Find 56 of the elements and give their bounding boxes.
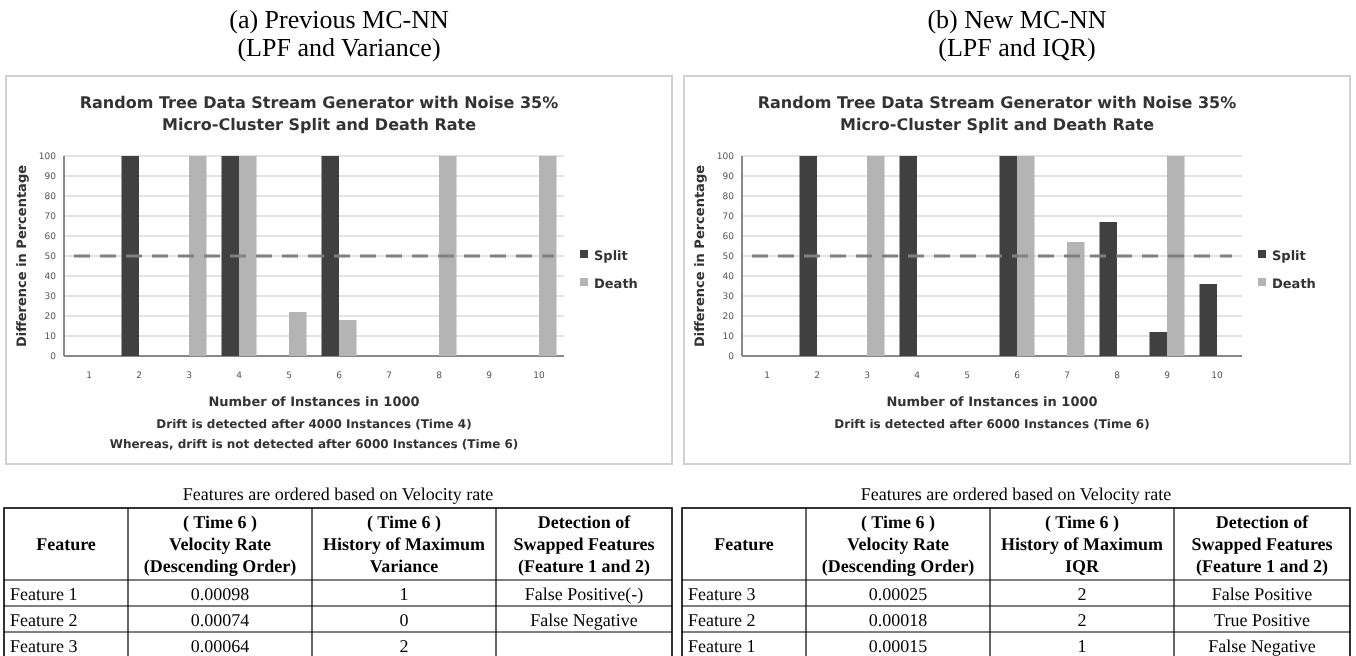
- bar: [339, 320, 357, 356]
- text: Feature 3: [10, 636, 78, 656]
- text: 0.00025: [868, 584, 928, 604]
- text: False Positive: [1211, 584, 1313, 604]
- text: Feature 1: [10, 584, 78, 604]
- text: 0.00018: [868, 610, 928, 630]
- text: 0.00074: [190, 610, 250, 630]
- category-label: Feature: [36, 534, 96, 554]
- text: 1: [1077, 636, 1087, 656]
- bar: [239, 156, 257, 356]
- category-label: ( Time 6 ) Velocity Rate (Descending Order): [821, 512, 975, 576]
- category-label: Detection of Swapped Features (Feature 1 and 2): [1191, 512, 1334, 576]
- bar: [321, 156, 339, 356]
- category-label: ( Time 6 ) History of Maximum IQR: [1001, 512, 1164, 576]
- text: Features are ordered based on Velocity rate: [182, 484, 494, 504]
- bar: [1067, 242, 1085, 356]
- text: 0.00064: [190, 636, 250, 656]
- text: False Negative: [530, 610, 638, 630]
- chart-subtitle: (a) Previous MC-NN (LPF and Variance): [229, 4, 450, 62]
- text: 1: [399, 584, 409, 604]
- bar: [121, 156, 139, 356]
- bar: [999, 156, 1017, 356]
- bar: [439, 156, 457, 356]
- text: False Positive(-): [524, 584, 644, 604]
- text: False Negative: [1208, 636, 1316, 656]
- category-label: ( Time 6 ) Velocity Rate (Descending Order): [143, 512, 297, 576]
- chart-title: Random Tree Data Stream Generator with Noise 35% Micro-Cluster Split and Death Rate: [757, 94, 1237, 134]
- bar: [1099, 222, 1117, 356]
- chart-subtitle: (b) New MC-NN (LPF and IQR): [927, 4, 1108, 62]
- bar: [289, 312, 307, 356]
- bar: [1017, 156, 1035, 356]
- bar: [1149, 332, 1167, 356]
- text: 2: [1077, 584, 1087, 604]
- text: True Positive: [1214, 610, 1310, 630]
- text: Feature 2: [688, 610, 756, 630]
- text: 0.00098: [190, 584, 250, 604]
- category-label: ( Time 6 ) History of Maximum Variance: [323, 512, 486, 576]
- bar: [1199, 284, 1217, 356]
- category-label: Feature: [714, 534, 774, 554]
- bar: [867, 156, 885, 356]
- category-label: Detection of Swapped Features (Feature 1 and 2): [513, 512, 656, 576]
- bar: [899, 156, 917, 356]
- bar: [539, 156, 557, 356]
- text: 0.00015: [868, 636, 928, 656]
- text: Features are ordered based on Velocity rate: [860, 484, 1172, 504]
- bar: [1167, 156, 1185, 356]
- text: 2: [399, 636, 409, 656]
- text: Feature 3: [688, 584, 756, 604]
- text: 2: [1077, 610, 1087, 630]
- text: Feature 1: [688, 636, 756, 656]
- text: Feature 2: [10, 610, 78, 630]
- bar: [221, 156, 239, 356]
- text: 0: [399, 610, 409, 630]
- bar: [189, 156, 207, 356]
- bar: [799, 156, 817, 356]
- chart-title: Random Tree Data Stream Generator with Noise 35% Micro-Cluster Split and Death Rate: [79, 94, 559, 134]
